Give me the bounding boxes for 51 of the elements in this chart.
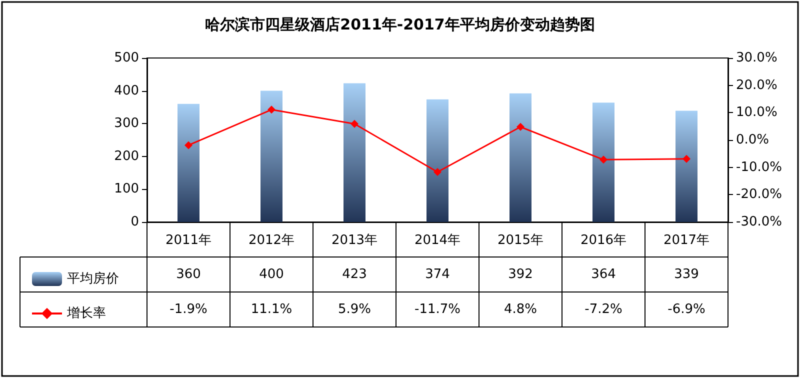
x-tick-label: 2016年 (580, 233, 627, 248)
point (184, 141, 192, 150)
x-tick-label: 2011年 (165, 233, 212, 248)
y2-tick-label: 30.0% (736, 50, 778, 66)
data-label: 392 (508, 267, 533, 282)
x-tick-label: 2017年 (663, 233, 710, 248)
y-tick-label: 0 (130, 214, 139, 230)
data-label: -7.2% (584, 302, 622, 317)
x-tick-label: 2013年 (331, 233, 378, 248)
data-label: -1.9% (170, 302, 208, 317)
data-label: 339 (674, 267, 699, 282)
data-label: 4.8% (504, 302, 538, 317)
legend-label: 平均房价 (67, 270, 119, 286)
y2-tick-label: -30.0% (736, 214, 782, 230)
chart-title: 哈尔滨市四星级酒店2011年-2017年平均房价变动趋势图 (205, 16, 595, 34)
data-label: 400 (259, 267, 284, 282)
bar (676, 110, 698, 222)
data-label: -6.9% (668, 302, 706, 317)
point (600, 156, 608, 164)
y2-tick-label: -10.0% (736, 160, 782, 175)
x-tick-label: 2015年 (497, 233, 544, 248)
data-label: 360 (176, 267, 201, 282)
data-label: -11.7% (414, 302, 460, 317)
y-tick-label: 400 (114, 83, 139, 98)
x-tick-label: 2014年 (414, 233, 461, 248)
x-tick-label: 2012年 (248, 233, 295, 248)
bar (178, 104, 200, 222)
bar (592, 102, 614, 222)
bar (344, 83, 366, 222)
point (516, 122, 524, 131)
y-tick-label: 500 (114, 50, 139, 66)
y-tick-label: 200 (114, 148, 139, 164)
point (350, 120, 358, 128)
data-label: 423 (342, 267, 367, 282)
legend-label: 增长率 (66, 305, 106, 321)
bar (510, 93, 532, 222)
point (434, 168, 442, 176)
point (268, 106, 276, 114)
data-label: 5.9% (338, 302, 372, 317)
bar (426, 99, 448, 222)
bar (260, 90, 282, 222)
y2-tick-label: 20.0% (736, 78, 778, 93)
data-label: 364 (591, 267, 616, 282)
data-label: 374 (425, 267, 450, 282)
y-tick-label: 300 (114, 116, 139, 132)
y2-tick-label: 0.0% (736, 132, 770, 148)
y-tick-label: 100 (114, 182, 139, 197)
y2-tick-label: 10.0% (736, 105, 778, 120)
data-label: 11.1% (250, 302, 292, 317)
y2-tick-label: -20.0% (736, 187, 782, 202)
point (682, 154, 690, 163)
